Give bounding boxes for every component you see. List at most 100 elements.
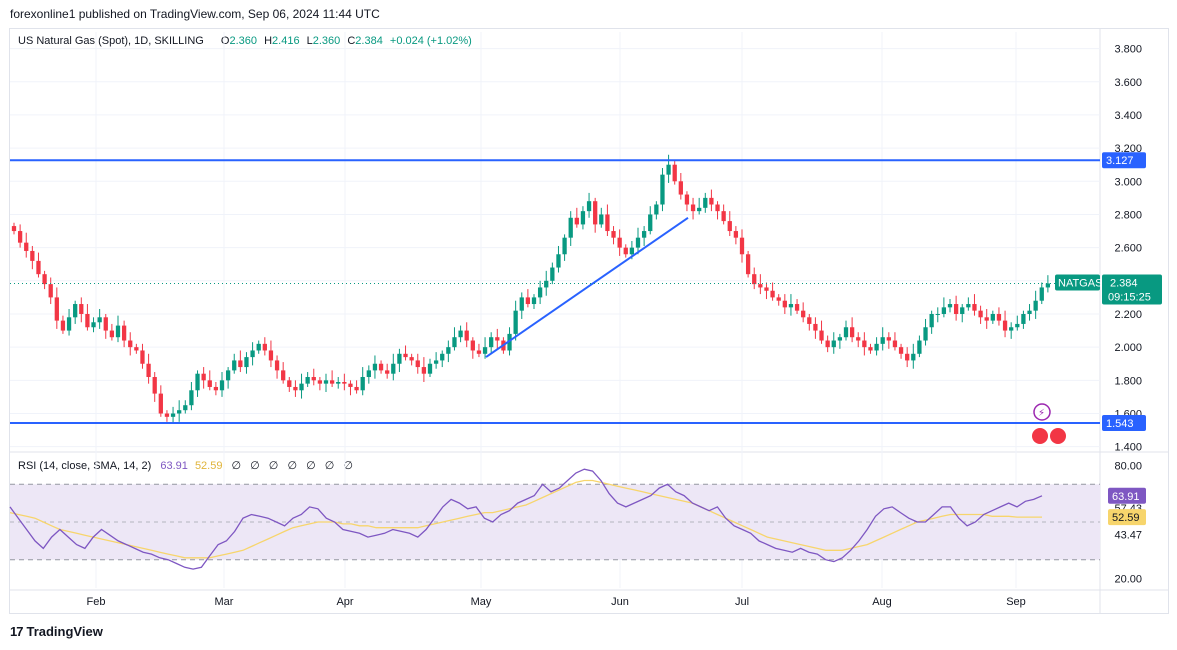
candle-body — [525, 297, 531, 305]
candle-body — [941, 307, 947, 314]
candle-body — [427, 363, 433, 374]
publisher-line: forexonline1 published on TradingView.co… — [10, 7, 380, 21]
rsi-legend: RSI (14, close, SMA, 14, 2) 63.91 52.59 … — [18, 459, 356, 472]
rsi-badge-bg — [1108, 487, 1146, 504]
candle-body — [170, 413, 176, 417]
candle-body — [1021, 313, 1026, 324]
candle-body — [978, 310, 983, 318]
candle-body — [599, 214, 604, 225]
candle-body — [232, 360, 237, 371]
candle-body — [868, 347, 873, 351]
candle-body — [923, 327, 928, 341]
candle-body — [128, 340, 133, 348]
candle-body — [892, 340, 898, 348]
ohlc-change: +0.024 (+1.02%) — [389, 35, 472, 47]
price-tick-label: 1.800 — [1114, 375, 1142, 387]
candle-body — [947, 304, 953, 308]
candle-body — [531, 297, 537, 305]
candle-body — [470, 340, 475, 351]
tradingview-logo-icon: 17 — [10, 624, 24, 639]
candle-body — [54, 297, 59, 321]
candle-body — [641, 231, 647, 238]
candle-body — [201, 373, 206, 381]
symbol-title[interactable]: US Natural Gas (Spot), 1D, SKILLING — [18, 35, 204, 47]
candle-body — [917, 340, 922, 354]
time-tick-label: Jun — [611, 596, 629, 608]
candle-body — [666, 164, 671, 175]
candle-body — [1009, 327, 1014, 331]
candle-body — [342, 381, 347, 384]
candle-body — [672, 164, 677, 182]
candle-body — [482, 347, 488, 354]
candle-body — [1027, 310, 1032, 314]
candle-body — [715, 204, 720, 212]
candle-body — [464, 330, 469, 341]
candle-body — [317, 380, 323, 384]
tradingview-logo[interactable]: 17 TradingView — [10, 624, 103, 639]
rsi-title[interactable]: RSI (14, close, SMA, 14, 2) — [18, 460, 152, 472]
candle-body — [281, 370, 286, 381]
rsi-tick-label: 80.00 — [1114, 460, 1142, 472]
rsi-sma-badge: 52.59 — [1112, 512, 1140, 524]
candle-body — [996, 313, 1002, 321]
time-tick-label: Sep — [1006, 596, 1026, 608]
trendline — [485, 216, 689, 358]
candle-body — [158, 393, 163, 414]
rsi-tick-label: 43.47 — [1114, 529, 1142, 541]
candle-body — [79, 304, 84, 314]
ohlc-open-label: O — [220, 35, 230, 47]
price-tick-label: 2.800 — [1114, 209, 1142, 221]
candle-body — [562, 237, 567, 255]
time-tick-label: Aug — [872, 596, 892, 608]
resistance-badge-bg — [1102, 152, 1146, 169]
support-badge: 1.543 — [1106, 418, 1134, 430]
candle-body — [1045, 283, 1051, 288]
candle-body — [574, 217, 579, 225]
candle-body — [305, 377, 310, 384]
support-badge-bg — [1102, 414, 1146, 431]
candle-body — [385, 370, 390, 374]
candle-body — [354, 386, 359, 391]
candle-body — [311, 377, 316, 381]
rsi-badge: 63.91 — [1112, 491, 1140, 503]
candle-body — [17, 231, 23, 243]
candle-body — [648, 214, 653, 232]
candle-body — [703, 197, 708, 208]
candle-body — [605, 214, 610, 232]
candle-body — [568, 217, 573, 238]
candle-body — [48, 284, 53, 298]
symbol-legend: US Natural Gas (Spot), 1D, SKILLING O2.3… — [18, 35, 476, 47]
candle-body — [654, 204, 659, 215]
candle-body — [758, 284, 763, 288]
ohlc-close-label: C — [347, 35, 356, 47]
candle-body — [623, 247, 628, 255]
price-tick-label: 3.400 — [1114, 110, 1142, 122]
candle-body — [690, 204, 696, 212]
candle-body — [30, 250, 35, 261]
symbol-tag: NATGAS — [1058, 277, 1102, 289]
rsi-legend-value: 63.91 — [160, 460, 188, 472]
candle-body — [189, 390, 194, 406]
candle-body — [195, 373, 200, 391]
candle-body — [348, 383, 353, 387]
candle-body — [250, 350, 255, 358]
candle-body — [697, 207, 702, 212]
candle-body — [42, 274, 47, 285]
candle-body — [244, 357, 249, 368]
flag-us-icon — [1050, 428, 1066, 444]
price-tick-label: 2.200 — [1114, 309, 1142, 321]
candle-body — [415, 360, 420, 368]
candle-body — [764, 287, 769, 291]
candle-body — [1033, 300, 1038, 311]
candle-body — [911, 353, 916, 361]
candle-body — [880, 337, 885, 344]
candle-body — [837, 337, 843, 341]
candle-body — [256, 343, 261, 351]
candle-body — [446, 347, 451, 354]
candle-body — [152, 377, 157, 394]
candle-body — [489, 337, 494, 348]
candle-body — [1015, 323, 1020, 328]
candle-body — [678, 181, 683, 195]
candle-body — [709, 197, 714, 205]
